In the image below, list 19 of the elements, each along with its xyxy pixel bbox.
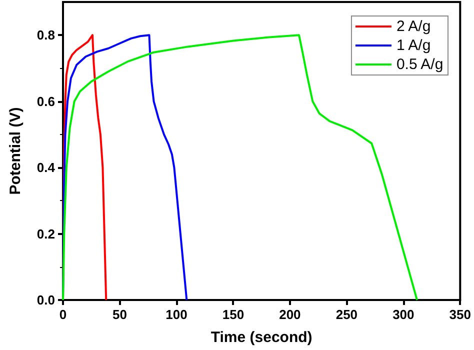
y-tick-label: 0.2 [36, 226, 55, 242]
x-tick-label: 0 [59, 307, 67, 322]
x-tick-label: 200 [279, 307, 301, 322]
y-tick-label: 0.0 [36, 292, 55, 308]
x-tick-label: 300 [392, 307, 414, 322]
y-tick-label: 0.8 [36, 28, 55, 43]
x-axis-title: Time (second) [210, 329, 312, 346]
legend-label: 0.5 A/g [396, 56, 444, 73]
x-tick-label: 250 [336, 307, 358, 322]
legend-label: 2 A/g [396, 18, 431, 35]
x-tick-label: 50 [112, 307, 127, 322]
legend-label: 1 A/g [396, 37, 431, 54]
y-tick-label: 0.6 [36, 94, 55, 109]
y-tick-label: 0.4 [36, 160, 56, 176]
x-tick-label: 150 [222, 307, 244, 322]
x-tick-label: 100 [166, 307, 188, 322]
x-tick-label: 350 [449, 307, 472, 322]
y-axis-title: Potential (V) [7, 107, 24, 195]
line-series [62, 34, 188, 301]
